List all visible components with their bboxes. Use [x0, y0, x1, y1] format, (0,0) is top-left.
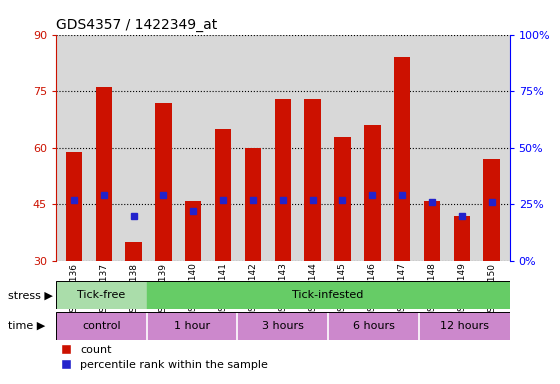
Bar: [215, 129, 231, 261]
Bar: [237, 312, 328, 340]
Text: Tick-infested: Tick-infested: [292, 290, 364, 300]
Bar: [334, 137, 351, 261]
Bar: [424, 201, 440, 261]
Text: 1 hour: 1 hour: [174, 321, 210, 331]
Text: Tick-free: Tick-free: [77, 290, 125, 300]
Bar: [454, 216, 470, 261]
Bar: [147, 281, 510, 309]
Bar: [274, 99, 291, 261]
Bar: [245, 148, 261, 261]
Legend: count, percentile rank within the sample: count, percentile rank within the sample: [50, 340, 273, 375]
Bar: [305, 99, 321, 261]
Text: 6 hours: 6 hours: [353, 321, 394, 331]
Bar: [364, 125, 381, 261]
Text: control: control: [82, 321, 120, 331]
Text: 3 hours: 3 hours: [262, 321, 304, 331]
Bar: [394, 57, 410, 261]
Text: time ▶: time ▶: [8, 321, 46, 331]
Bar: [147, 312, 237, 340]
Bar: [483, 159, 500, 261]
Text: stress ▶: stress ▶: [8, 290, 53, 300]
Bar: [56, 281, 147, 309]
Bar: [185, 201, 202, 261]
Bar: [96, 88, 112, 261]
Bar: [155, 103, 171, 261]
Bar: [328, 312, 419, 340]
Bar: [56, 312, 147, 340]
Text: GDS4357 / 1422349_at: GDS4357 / 1422349_at: [56, 18, 217, 32]
Text: 12 hours: 12 hours: [440, 321, 489, 331]
Bar: [419, 312, 510, 340]
Bar: [66, 152, 82, 261]
Bar: [125, 242, 142, 261]
